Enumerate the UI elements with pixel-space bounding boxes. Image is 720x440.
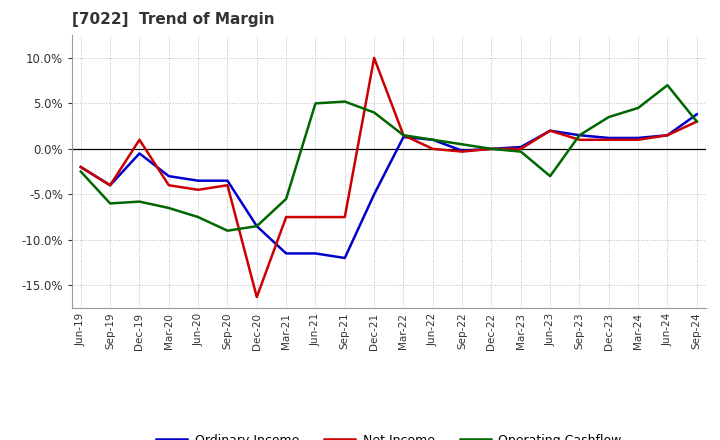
Ordinary Income (634, 136, 642, 141)
Operating Cashflow (634, 105, 642, 110)
Ordinary Income (693, 112, 701, 117)
Operating Cashflow (399, 132, 408, 138)
Ordinary Income (399, 134, 408, 139)
Operating Cashflow (282, 196, 290, 202)
Net Income (311, 214, 320, 220)
Ordinary Income (487, 146, 496, 151)
Net Income (282, 214, 290, 220)
Ordinary Income (282, 251, 290, 256)
Operating Cashflow (223, 228, 232, 233)
Net Income (76, 165, 85, 170)
Operating Cashflow (487, 146, 496, 151)
Net Income (428, 146, 437, 151)
Operating Cashflow (546, 173, 554, 179)
Net Income (605, 137, 613, 143)
Net Income (341, 214, 349, 220)
Ordinary Income (546, 128, 554, 133)
Net Income (223, 183, 232, 188)
Operating Cashflow (253, 224, 261, 229)
Net Income (194, 187, 202, 192)
Operating Cashflow (575, 132, 584, 138)
Net Income (135, 137, 144, 143)
Net Income (575, 137, 584, 143)
Ordinary Income (76, 165, 85, 170)
Ordinary Income (516, 144, 525, 150)
Ordinary Income (253, 224, 261, 229)
Ordinary Income (135, 151, 144, 156)
Ordinary Income (370, 192, 379, 197)
Ordinary Income (341, 255, 349, 260)
Net Income (546, 128, 554, 133)
Operating Cashflow (341, 99, 349, 104)
Operating Cashflow (76, 169, 85, 174)
Ordinary Income (458, 148, 467, 153)
Line: Ordinary Income: Ordinary Income (81, 114, 697, 258)
Line: Net Income: Net Income (81, 58, 697, 297)
Ordinary Income (194, 178, 202, 183)
Operating Cashflow (605, 114, 613, 120)
Text: [7022]  Trend of Margin: [7022] Trend of Margin (72, 12, 274, 27)
Line: Operating Cashflow: Operating Cashflow (81, 85, 697, 231)
Net Income (370, 55, 379, 61)
Operating Cashflow (663, 83, 672, 88)
Operating Cashflow (370, 110, 379, 115)
Net Income (516, 146, 525, 151)
Ordinary Income (605, 136, 613, 141)
Net Income (399, 132, 408, 138)
Ordinary Income (663, 132, 672, 138)
Operating Cashflow (693, 119, 701, 124)
Operating Cashflow (516, 149, 525, 154)
Ordinary Income (223, 178, 232, 183)
Legend: Ordinary Income, Net Income, Operating Cashflow: Ordinary Income, Net Income, Operating C… (150, 429, 627, 440)
Net Income (253, 294, 261, 300)
Ordinary Income (428, 137, 437, 143)
Operating Cashflow (311, 101, 320, 106)
Operating Cashflow (106, 201, 114, 206)
Net Income (487, 146, 496, 151)
Ordinary Income (311, 251, 320, 256)
Operating Cashflow (458, 142, 467, 147)
Net Income (663, 132, 672, 138)
Net Income (164, 183, 173, 188)
Ordinary Income (164, 173, 173, 179)
Operating Cashflow (135, 199, 144, 204)
Net Income (458, 149, 467, 154)
Operating Cashflow (194, 214, 202, 220)
Operating Cashflow (164, 205, 173, 211)
Operating Cashflow (428, 137, 437, 143)
Net Income (634, 137, 642, 143)
Ordinary Income (575, 132, 584, 138)
Net Income (106, 183, 114, 188)
Net Income (693, 119, 701, 124)
Ordinary Income (106, 183, 114, 188)
